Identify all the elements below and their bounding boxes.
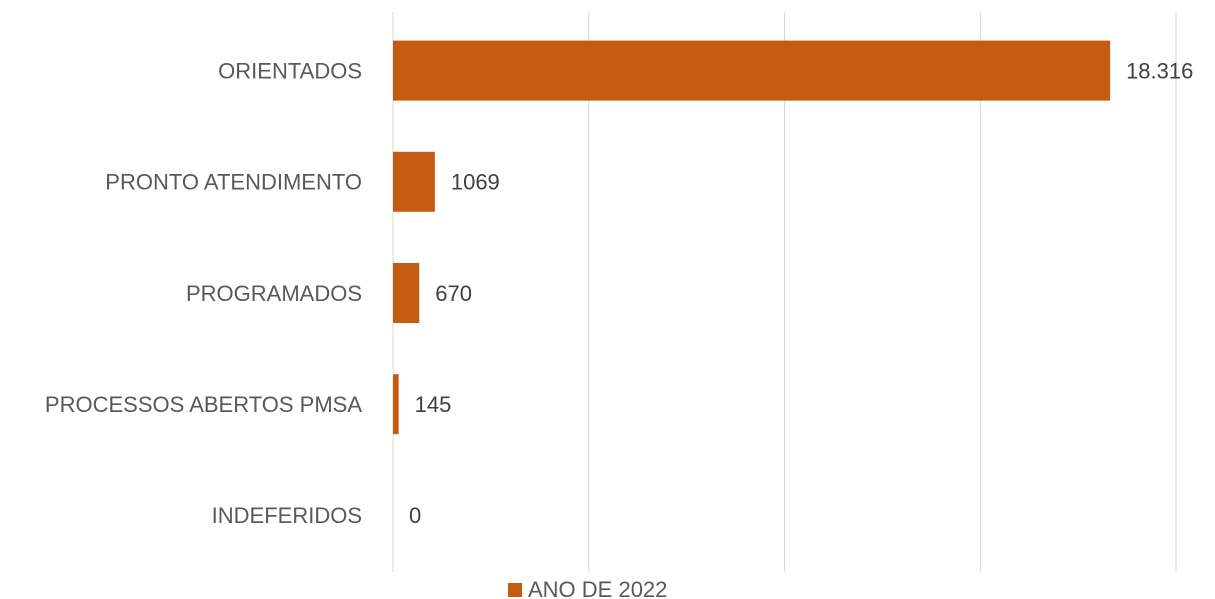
- bar: [393, 374, 399, 435]
- y-tick-label: PROCESSOS ABERTOS PMSA: [45, 392, 362, 417]
- y-tick-label: PROGRAMADOS: [186, 281, 362, 306]
- legend-label: ANO DE 2022: [528, 577, 667, 599]
- data-label: 145: [415, 392, 452, 417]
- legend-swatch: [508, 583, 522, 597]
- data-label: 0: [409, 503, 421, 528]
- y-tick-label: PRONTO ATENDIMENTO: [105, 170, 362, 195]
- bar: [393, 40, 1111, 101]
- bar: [393, 151, 435, 212]
- y-tick-label: INDEFERIDOS: [212, 503, 362, 528]
- data-label: 670: [435, 281, 472, 306]
- bar: [393, 263, 420, 323]
- data-label: 18.316: [1126, 58, 1193, 83]
- data-label: 1069: [451, 170, 500, 195]
- y-tick-label: ORIENTADOS: [218, 58, 362, 83]
